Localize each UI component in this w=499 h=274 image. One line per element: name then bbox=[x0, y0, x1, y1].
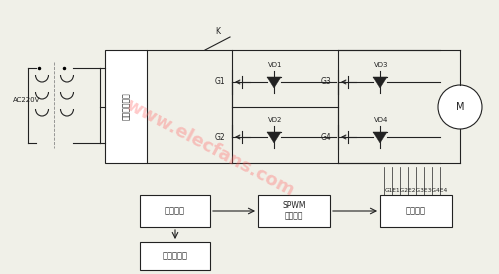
Text: G4: G4 bbox=[321, 133, 331, 141]
Text: VD3: VD3 bbox=[374, 62, 388, 68]
Text: SPWM
生成电路: SPWM 生成电路 bbox=[282, 201, 306, 221]
Text: 显示与键盘: 显示与键盘 bbox=[163, 252, 188, 261]
Text: VD4: VD4 bbox=[374, 117, 388, 123]
Bar bbox=[140, 242, 210, 270]
Text: VD2: VD2 bbox=[268, 117, 282, 123]
Bar bbox=[380, 195, 452, 227]
Text: VD1: VD1 bbox=[268, 62, 282, 68]
Polygon shape bbox=[373, 77, 387, 88]
Text: 三相不控整流: 三相不控整流 bbox=[121, 92, 131, 120]
Text: G1E1G2E2G3E3G4E4: G1E1G2E2G3E3G4E4 bbox=[384, 187, 448, 193]
Bar bbox=[140, 195, 210, 227]
Text: AC220V: AC220V bbox=[13, 97, 40, 103]
Bar bbox=[105, 50, 147, 163]
Text: www.elecfans.com: www.elecfans.com bbox=[122, 96, 297, 200]
Polygon shape bbox=[267, 132, 281, 143]
Text: 微处理器: 微处理器 bbox=[165, 207, 185, 215]
Bar bbox=[258, 195, 330, 227]
Text: M: M bbox=[456, 102, 464, 112]
Polygon shape bbox=[373, 132, 387, 143]
Circle shape bbox=[438, 85, 482, 129]
Text: 驱动电路: 驱动电路 bbox=[406, 207, 426, 215]
Polygon shape bbox=[267, 77, 281, 88]
Text: G3: G3 bbox=[321, 78, 331, 87]
Text: G2: G2 bbox=[215, 133, 226, 141]
Text: K: K bbox=[216, 27, 221, 36]
Text: G1: G1 bbox=[215, 78, 226, 87]
